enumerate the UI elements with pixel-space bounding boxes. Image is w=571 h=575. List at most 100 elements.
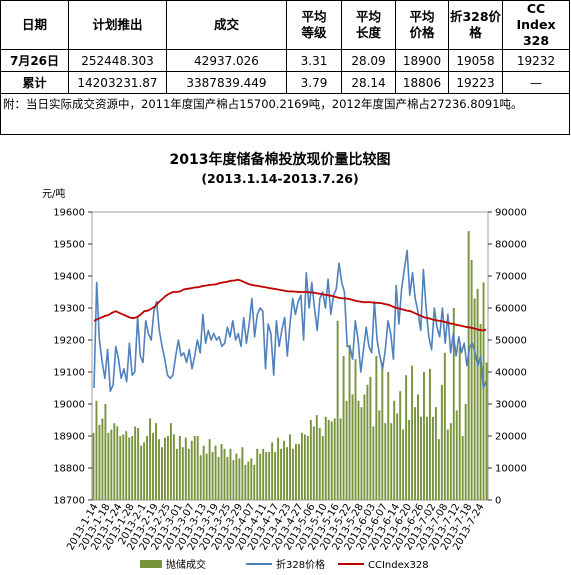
bar [479, 324, 482, 500]
bar [408, 420, 411, 500]
y-tick-label: 18700 [53, 496, 85, 507]
legend-label: 折328价格 [276, 558, 325, 571]
y2-tick-label: 80000 [495, 240, 527, 251]
y-tick-label: 19000 [53, 400, 85, 411]
y2-tick-label: 70000 [495, 272, 527, 283]
y-tick-label: 19100 [53, 368, 85, 379]
bar [312, 426, 315, 500]
table-note: 附：当日实际成交资源中，2011年度国产棉占15700.2169吨，2012年度… [0, 93, 570, 135]
bar [190, 440, 193, 500]
header-date: 日期 [0, 0, 69, 50]
legend-swatch-bar [140, 560, 162, 568]
cell-avg-length: 28.14 [341, 71, 396, 94]
bar [470, 260, 473, 500]
bar [286, 447, 288, 500]
bar [309, 420, 312, 500]
bar [485, 362, 488, 500]
bar [110, 429, 113, 500]
header-cc-index: CC Index 328 [502, 0, 570, 50]
bar [375, 356, 378, 500]
chart-title: 2013年度储备棉投放现价量比较图 [170, 151, 391, 168]
bar [283, 440, 285, 500]
y-tick-label: 19600 [53, 208, 85, 219]
bar [390, 423, 393, 500]
plot-area: 18700 18800 18900 19000 19100 19200 19300 19400… [53, 208, 527, 553]
bar [178, 436, 181, 500]
bar [244, 464, 247, 500]
line-series-328-price [93, 249, 487, 392]
chart-legend: 抛储成交 折328价格 CCIndex328 [140, 558, 429, 571]
cell-avg-price: 18806 [395, 71, 449, 94]
bar [196, 436, 199, 500]
bar [443, 352, 446, 500]
y2-tick-label: 20000 [495, 432, 527, 443]
bar [232, 460, 235, 500]
line-series-cc-index [93, 278, 487, 332]
y-tick-label: 19300 [53, 304, 85, 315]
legend-label: CCIndex328 [368, 560, 429, 571]
bar [342, 356, 345, 500]
bar [116, 426, 119, 500]
bar [473, 298, 476, 500]
bar [166, 436, 169, 500]
table-header-row: 日期 计划推出 成交 平均 等级 平均 长度 平均 价格 折328价 格 CC … [0, 0, 570, 50]
bar [98, 424, 101, 500]
bar [428, 368, 431, 500]
bar [348, 344, 351, 500]
bar [417, 394, 419, 500]
bar [131, 436, 134, 500]
bar [259, 453, 262, 500]
bar [137, 428, 140, 500]
bar [414, 407, 417, 500]
bar [184, 437, 187, 500]
bar [146, 436, 149, 500]
bar [423, 372, 425, 500]
bar [372, 426, 375, 500]
cell-328-price: 19223 [448, 71, 503, 94]
cell-cc-index: — [502, 71, 570, 94]
bar [411, 365, 414, 500]
y-tick-label: 19500 [53, 240, 85, 251]
cell-avg-length: 28.09 [341, 49, 396, 72]
bar [297, 444, 300, 500]
cell-date: 7月26日 [0, 49, 69, 72]
header-planned: 计划推出 [68, 0, 167, 50]
y2-tick-label: 50000 [495, 336, 527, 347]
bar [437, 439, 440, 500]
bar [268, 452, 271, 500]
bar [324, 416, 327, 500]
bar [101, 418, 104, 500]
cell-traded: 42937.026 [166, 49, 287, 72]
bar [306, 436, 309, 500]
bar [303, 434, 306, 500]
bar [161, 447, 163, 500]
bar [446, 429, 449, 500]
bar [202, 445, 205, 500]
bar [440, 384, 443, 500]
bar [119, 436, 122, 500]
bar [158, 439, 160, 500]
bar [280, 448, 283, 500]
bar [426, 416, 428, 500]
bar [431, 416, 434, 500]
bar [223, 448, 226, 500]
bar [345, 400, 348, 500]
stats-table: 日期 计划推出 成交 平均 等级 平均 长度 平均 价格 折328价 格 CC … [0, 0, 570, 135]
bar [363, 394, 366, 500]
bar [214, 445, 217, 500]
bar [289, 434, 291, 500]
bar [122, 434, 125, 500]
bar [208, 439, 211, 500]
bar [193, 436, 196, 500]
chart-subtitle: (2013.1.14-2013.7.26) [201, 171, 358, 186]
bar [300, 432, 303, 500]
bar [452, 308, 455, 500]
bar [250, 458, 253, 500]
price-volume-chart: 2013年度储备棉投放现价量比较图 (2013.1.14-2013.7.26) … [42, 151, 527, 571]
cell-cc-index: 19232 [502, 49, 570, 72]
bar [396, 413, 399, 500]
bar [321, 436, 324, 500]
bar [220, 444, 223, 500]
bar [393, 400, 396, 500]
cell-avg-grade: 3.79 [286, 71, 342, 94]
